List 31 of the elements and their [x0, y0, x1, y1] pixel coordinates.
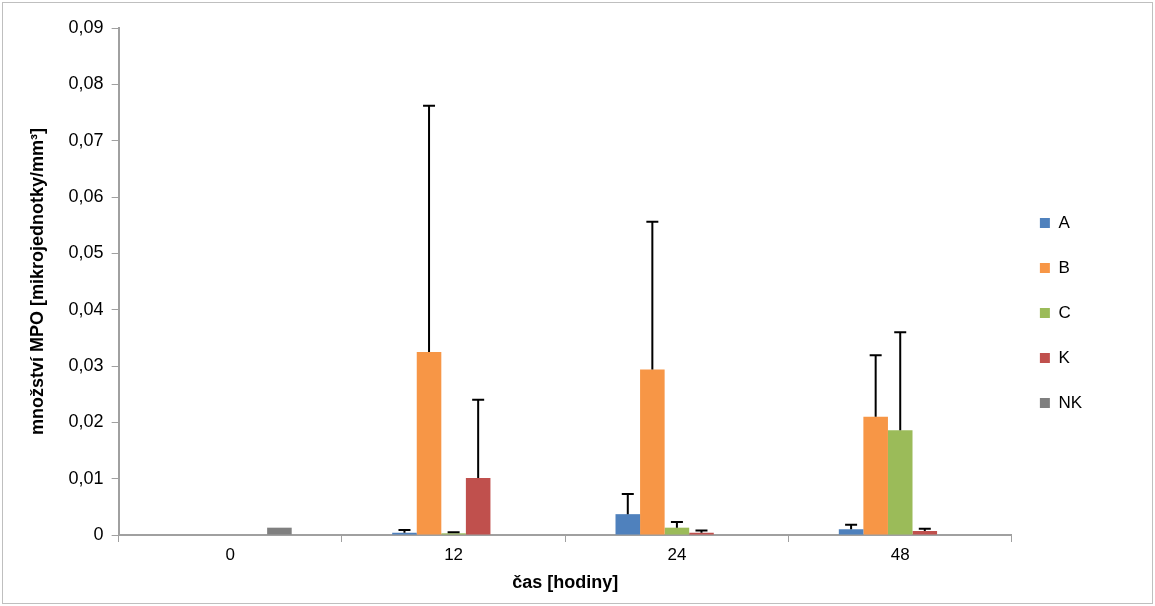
y-tick-label: 0,08 — [68, 73, 104, 94]
bar — [664, 527, 690, 535]
y-tick-label: 0,01 — [68, 467, 104, 488]
y-axis-title: množství MPO [mikrojednotky/mm³] — [26, 127, 47, 436]
x-tick-label: 24 — [667, 544, 687, 564]
bar — [640, 369, 665, 535]
legend-label: C — [1058, 302, 1071, 322]
bar — [267, 527, 292, 535]
y-tick-label: 0,06 — [68, 185, 104, 206]
y-tick-label: 0,03 — [68, 354, 104, 375]
y-tick-label: 0,05 — [68, 242, 104, 263]
y-tick-label: 0,09 — [68, 16, 104, 37]
x-tick-label: 12 — [444, 544, 464, 564]
legend-label: A — [1058, 212, 1071, 232]
bar — [863, 416, 888, 535]
x-axis-title: čas [hodiny] — [512, 572, 619, 593]
bar — [912, 531, 938, 535]
y-tick-label: 0,02 — [68, 411, 104, 432]
bar — [465, 478, 491, 535]
bar — [838, 529, 864, 535]
legend-label: B — [1058, 257, 1070, 277]
y-tick-label: 0,07 — [68, 129, 104, 150]
x-tick-label: 0 — [225, 544, 236, 564]
bar — [887, 430, 913, 535]
legend-label: NK — [1058, 392, 1083, 412]
y-tick-label: 0,04 — [68, 298, 104, 319]
x-tick-label: 48 — [890, 544, 910, 564]
bar — [615, 514, 641, 535]
y-tick-label: 0 — [93, 523, 104, 544]
bar — [416, 351, 442, 535]
legend-label: K — [1058, 347, 1071, 367]
